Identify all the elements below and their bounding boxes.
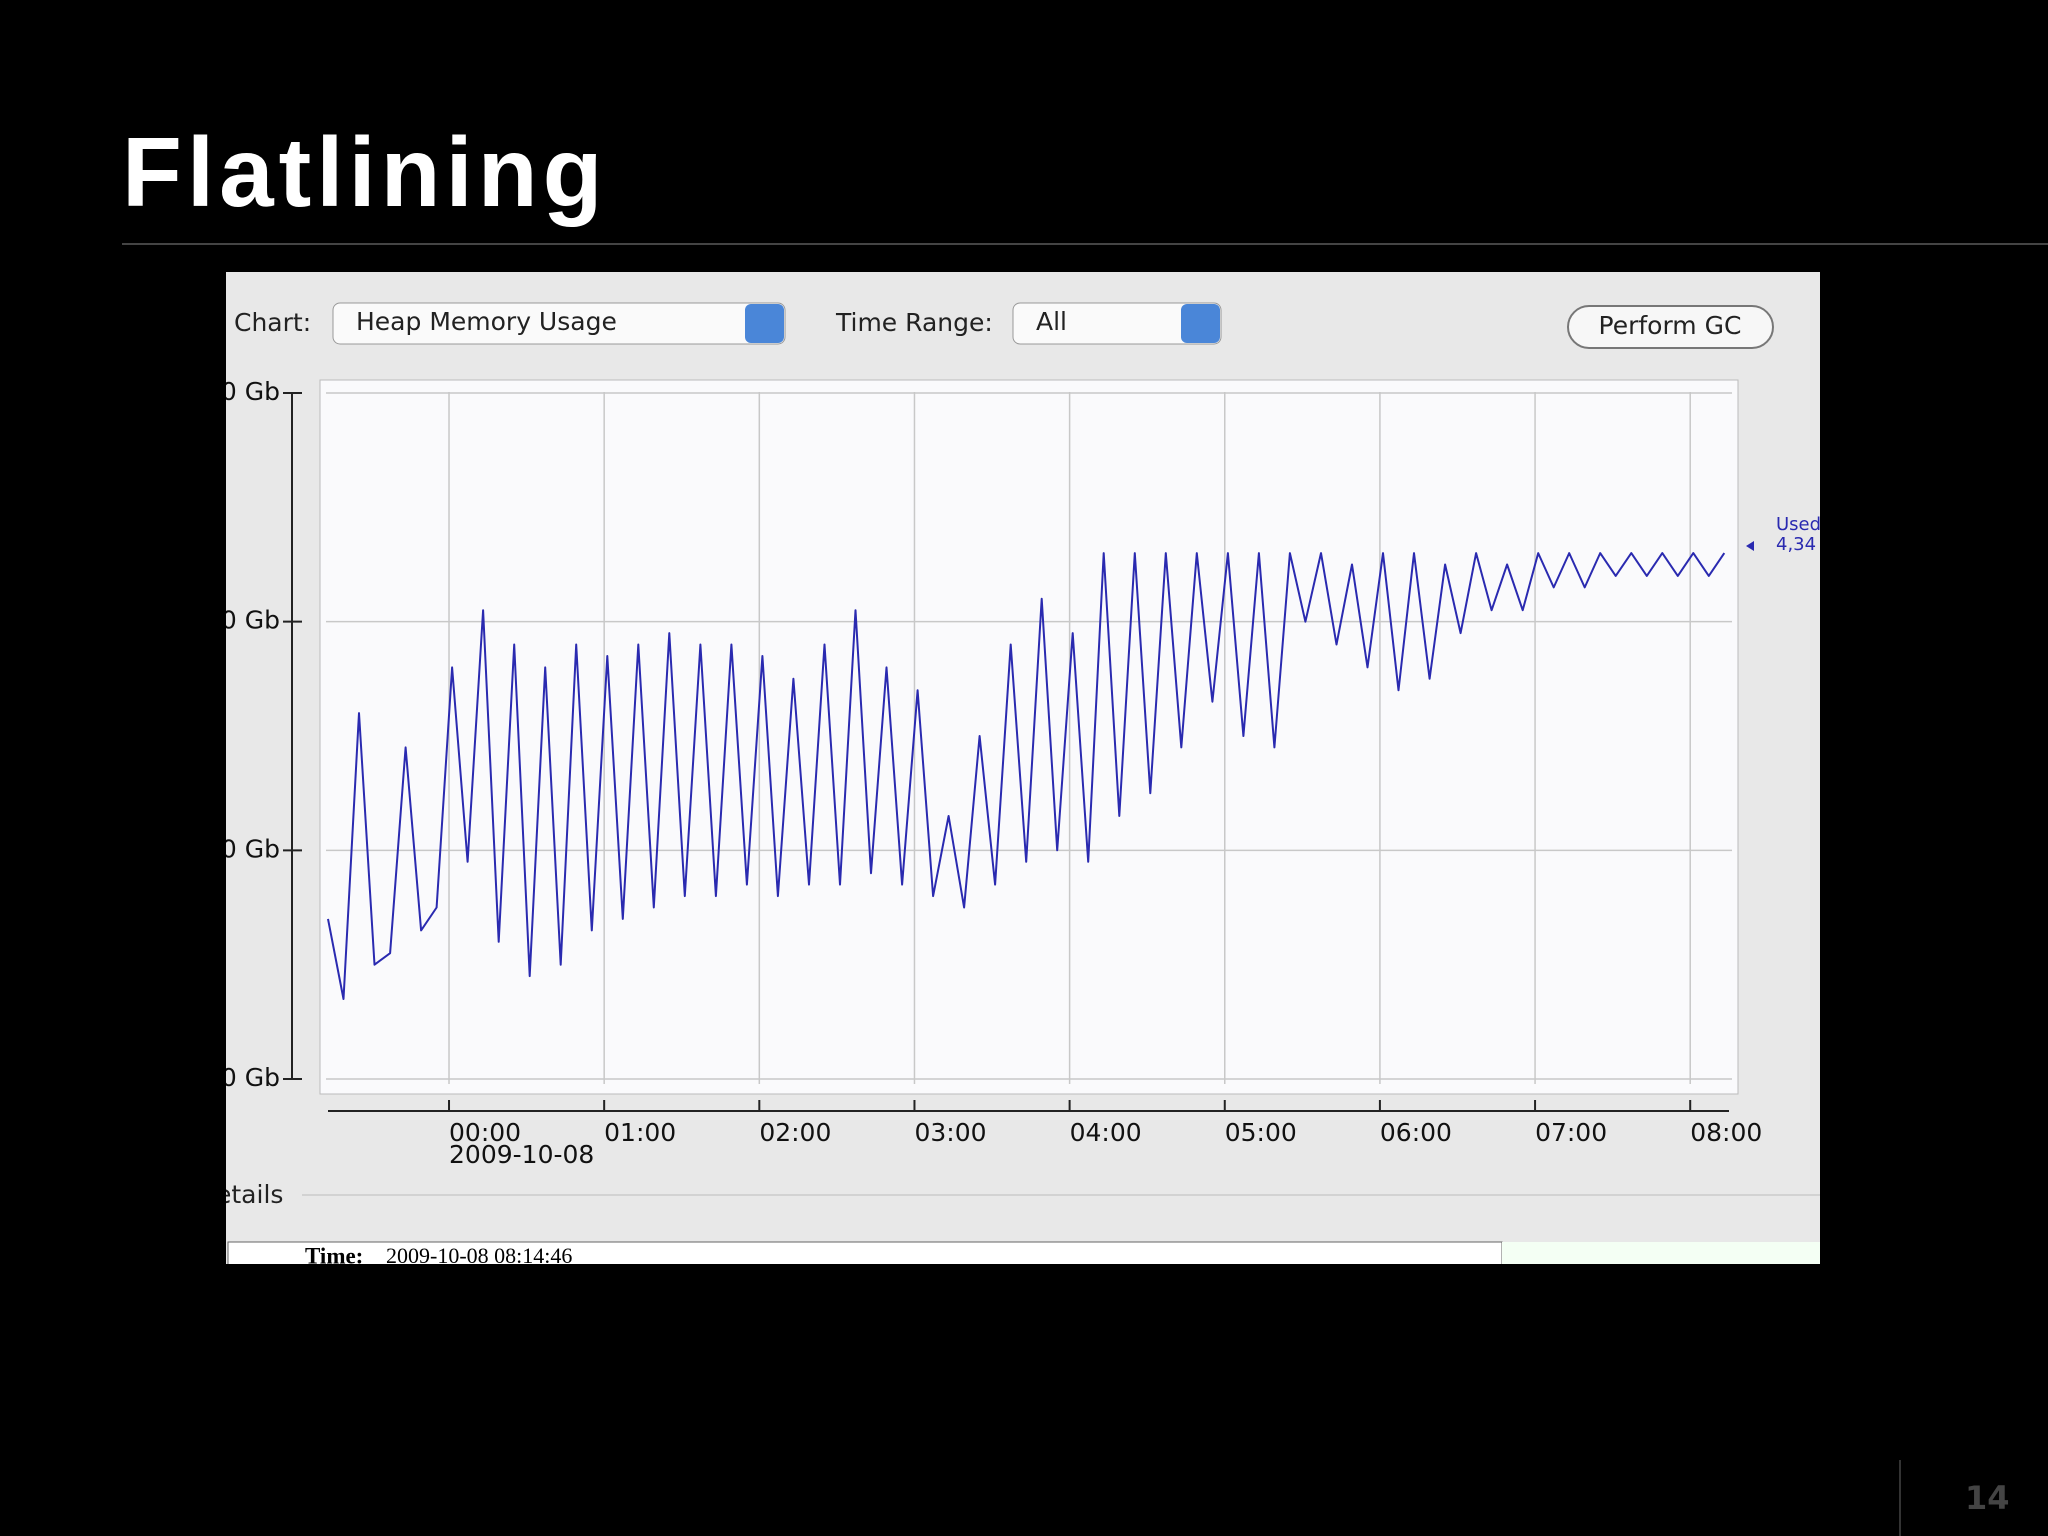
button-label: Perform GC <box>1599 311 1742 340</box>
range-label: Time Range: <box>835 308 993 337</box>
x-tick-label: 03:00 <box>914 1118 986 1147</box>
chart-dropdown[interactable] <box>332 302 786 345</box>
range-value: All <box>1036 307 1067 336</box>
time-value: 2009-10-08 08:14:46 <box>386 1243 572 1268</box>
details-heading: etails <box>216 1180 283 1209</box>
plot-area <box>319 379 1739 1095</box>
dropdown-arrow <box>1181 304 1220 343</box>
x-tick-label: 06:00 <box>1380 1118 1452 1147</box>
x-tick-label: 04:00 <box>1070 1118 1142 1147</box>
x-tick-label: 02:00 <box>759 1118 831 1147</box>
x-tick-label: 05:00 <box>1225 1118 1297 1147</box>
y-tick-label: 0 Gb <box>221 834 280 863</box>
legend-entry: Used <box>1776 514 1821 535</box>
range-dropdown[interactable] <box>1012 302 1222 345</box>
chart-value: Heap Memory Usage <box>356 307 617 336</box>
screenshot: Chart: Heap Memory Usage Time Range: All… <box>216 272 1821 1268</box>
page-number: 14 <box>1965 1479 2010 1517</box>
slide-title: Flatlining <box>122 117 608 227</box>
perform-gc-button[interactable] <box>1567 305 1774 349</box>
x-tick-label: 07:00 <box>1535 1118 1607 1147</box>
chart-label: Chart: <box>234 308 311 337</box>
y-tick-label: 0 Gb <box>221 377 280 406</box>
legend-value: 4,34 <box>1776 534 1816 555</box>
y-tick-label: 0 Gb <box>221 1063 280 1092</box>
y-tick-label: 0 Gb <box>221 606 280 635</box>
time-label: Time: <box>305 1243 363 1268</box>
legend-marker <box>1746 541 1754 551</box>
x-tick-label: 08:00 <box>1690 1118 1762 1147</box>
x-tick-label: 00:00 <box>449 1118 521 1147</box>
details-side <box>1502 1242 1820 1264</box>
x-date-label: 2009-10-08 <box>449 1140 594 1169</box>
x-tick-label: 01:00 <box>604 1118 676 1147</box>
series-line <box>327 552 1726 1000</box>
dropdown-arrow <box>745 304 784 343</box>
